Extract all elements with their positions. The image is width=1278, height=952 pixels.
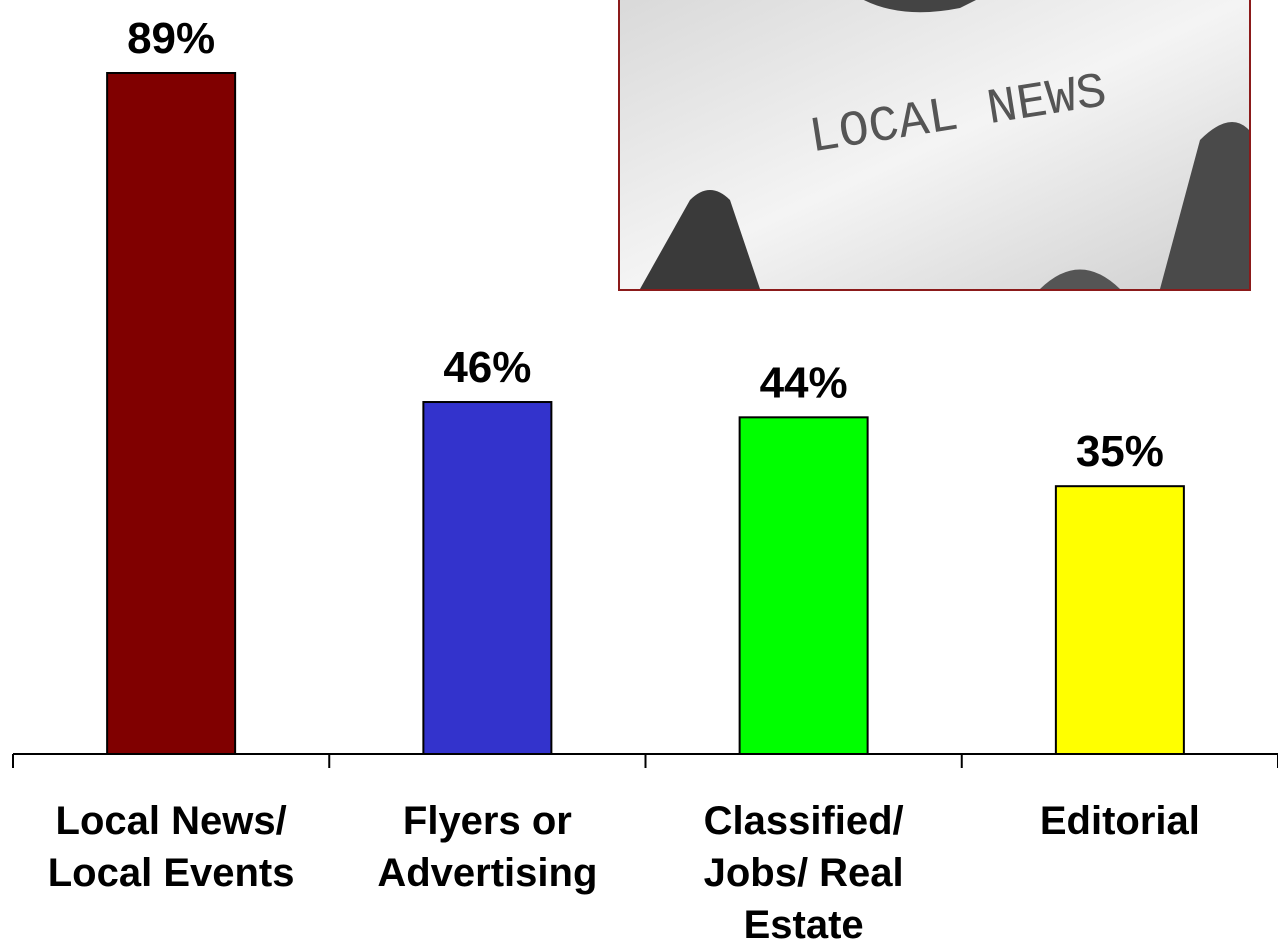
- photo-detail: [640, 190, 760, 289]
- x-tick-label: Flyers or Advertising: [377, 799, 598, 895]
- x-tick-label: Classified/ Jobs/ Real Estate: [703, 799, 904, 947]
- x-tick-label: Local News/ Local Events: [47, 799, 295, 895]
- photo-detail: [1160, 122, 1249, 289]
- bar: [1054, 485, 1185, 755]
- photo: LOCAL NEWS: [618, 0, 1251, 291]
- bar: [738, 416, 869, 755]
- bar: [422, 401, 553, 755]
- x-tick-label: Editorial: [1039, 799, 1200, 843]
- photo-detail: [1040, 269, 1120, 289]
- value-label: 44%: [760, 358, 848, 407]
- bar: [106, 72, 237, 755]
- photo-detail: [863, 0, 976, 13]
- value-label: 46%: [443, 343, 531, 392]
- value-label: 89%: [127, 14, 215, 63]
- value-label: 35%: [1076, 427, 1164, 476]
